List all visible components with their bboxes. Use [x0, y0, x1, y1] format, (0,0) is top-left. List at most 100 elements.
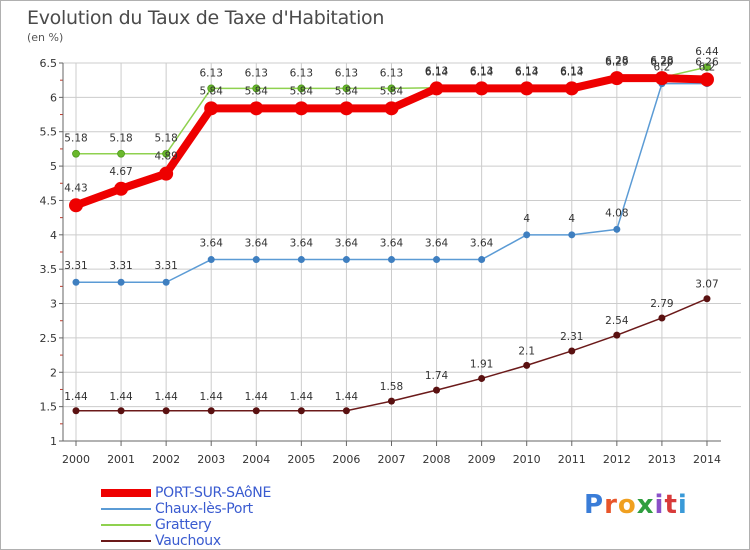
y-tick-label: 3 — [50, 298, 57, 311]
data-point — [384, 101, 399, 116]
data-point — [387, 84, 396, 93]
data-label: 3.31 — [109, 260, 132, 272]
y-tick-label: 1.5 — [40, 401, 58, 414]
data-point — [703, 295, 711, 303]
data-label: 5.18 — [64, 133, 87, 145]
data-label: 3.31 — [154, 260, 177, 272]
data-label: 5.84 — [335, 85, 359, 97]
data-label: 6.2 — [699, 62, 716, 74]
data-label: 6.13 — [380, 67, 403, 79]
legend-item: Vauchoux — [101, 533, 271, 549]
data-label: 1.44 — [245, 391, 269, 403]
data-label: 5.84 — [380, 85, 404, 97]
chart-legend: PORT-SUR-SAôNE Chaux-lès-Port Grattery Vauc… — [101, 485, 271, 549]
data-point — [613, 331, 621, 339]
data-label: 1.44 — [64, 391, 88, 403]
y-tick-label: 4 — [50, 229, 57, 242]
data-label: 6.14 — [470, 67, 494, 79]
logo-letter: i — [677, 490, 688, 520]
data-label: 1.44 — [200, 391, 224, 403]
data-label: 3.64 — [470, 238, 494, 250]
data-point — [294, 101, 309, 116]
logo-letter: x — [636, 490, 655, 520]
data-point — [117, 278, 125, 286]
data-label: 6.13 — [290, 67, 313, 79]
legend-swatch — [101, 489, 151, 497]
data-label: 6.2 — [654, 62, 671, 74]
x-tick-label: 2005 — [287, 453, 315, 466]
data-label: 6.14 — [425, 67, 449, 79]
data-label: 6.28 — [605, 55, 628, 67]
data-point — [72, 407, 80, 415]
x-tick-label: 2001 — [107, 453, 135, 466]
data-label: 6.26 — [695, 56, 719, 68]
legend-label: Grattery — [155, 517, 212, 533]
x-tick-label: 2008 — [423, 453, 451, 466]
logo-letter: i — [654, 490, 665, 520]
data-point — [162, 149, 171, 158]
data-point — [387, 256, 395, 264]
y-tick-label: 1 — [50, 435, 57, 448]
data-label: 1.58 — [380, 381, 403, 393]
legend-item: PORT-SUR-SAôNE — [101, 485, 271, 501]
data-point — [564, 81, 579, 96]
data-label: 1.44 — [335, 391, 359, 403]
data-label: 2.54 — [605, 315, 629, 327]
logo-letter: o — [617, 490, 637, 520]
data-point — [478, 256, 486, 264]
data-label: 5.18 — [154, 133, 177, 145]
x-tick-label: 2013 — [648, 453, 676, 466]
x-tick-label: 2006 — [332, 453, 360, 466]
data-point — [297, 256, 305, 264]
data-label: 4 — [523, 213, 530, 225]
data-point — [519, 81, 534, 96]
data-label: 3.64 — [200, 238, 224, 250]
data-label: 6.29 — [650, 56, 673, 68]
data-label: 4.08 — [605, 207, 628, 219]
data-label: 3.64 — [380, 238, 404, 250]
data-point — [433, 256, 441, 264]
data-point — [523, 361, 531, 369]
data-label: 5.18 — [109, 133, 132, 145]
proxiti-logo: Proxiti — [584, 490, 688, 520]
y-tick-label: 6.5 — [40, 57, 58, 70]
logo-letter: r — [604, 490, 618, 520]
data-point — [703, 63, 711, 72]
data-label: 5.84 — [245, 85, 269, 97]
data-label: 1.44 — [109, 391, 133, 403]
data-label: 2.79 — [650, 298, 673, 310]
data-label: 3.64 — [245, 238, 269, 250]
x-tick-label: 2003 — [197, 453, 225, 466]
y-tick-label: 5 — [50, 160, 57, 173]
data-point — [387, 397, 395, 405]
x-tick-label: 2002 — [152, 453, 180, 466]
data-point — [162, 278, 170, 286]
y-tick-label: 6 — [50, 91, 57, 104]
legend-label: Chaux-lès-Port — [155, 501, 253, 517]
logo-letter: t — [664, 490, 678, 520]
data-point — [342, 407, 350, 415]
data-point — [69, 198, 83, 213]
data-label: 4.43 — [64, 182, 87, 194]
data-point — [117, 407, 125, 415]
data-label: 6.13 — [560, 65, 583, 77]
data-label: 6.13 — [470, 65, 493, 77]
data-label: 6.44 — [695, 46, 719, 58]
x-tick-label: 2004 — [242, 453, 270, 466]
legend-swatch — [101, 540, 151, 542]
data-point — [72, 149, 80, 158]
data-point — [342, 256, 350, 264]
data-label: 6.13 — [200, 67, 223, 79]
chart-unit-label: (en %) — [27, 31, 64, 44]
data-point — [429, 81, 444, 96]
data-point — [342, 84, 351, 93]
data-point — [609, 71, 624, 86]
y-tick-label: 2 — [50, 366, 57, 379]
data-label: 5.84 — [200, 85, 224, 97]
data-point — [114, 181, 129, 196]
data-point — [433, 386, 441, 394]
data-label: 3.64 — [335, 238, 359, 250]
chart-title: Evolution du Taux de Taxe d'Habitation — [27, 7, 385, 29]
x-tick-label: 2007 — [377, 453, 405, 466]
legend-item: Chaux-lès-Port — [101, 501, 271, 517]
